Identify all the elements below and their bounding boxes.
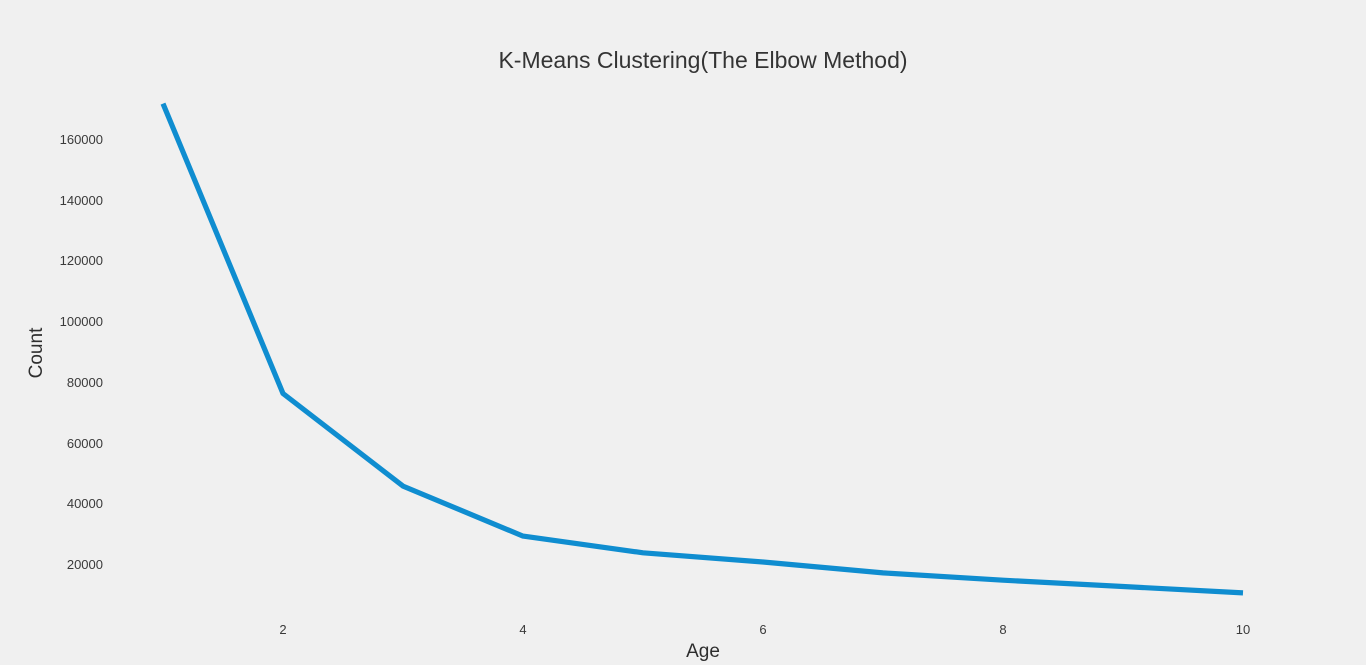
y-tick-label: 20000 bbox=[66, 556, 103, 572]
y-tick-label: 140000 bbox=[59, 192, 103, 208]
y-tick-label: 120000 bbox=[59, 253, 103, 269]
x-tick-label: 10 bbox=[1235, 622, 1251, 637]
y-tick-label: 100000 bbox=[59, 314, 103, 330]
y-tick-label: 160000 bbox=[59, 132, 103, 147]
chart-title: K-Means Clustering(The Elbow Method) bbox=[498, 47, 908, 73]
x-tick-label: 8 bbox=[999, 622, 1007, 637]
x-tick-label: 2 bbox=[279, 622, 287, 637]
elbow-line bbox=[160, 102, 1244, 596]
x-tick-label: 4 bbox=[519, 622, 527, 637]
x-axis-label: Age bbox=[686, 641, 720, 662]
y-tick-label: 80000 bbox=[66, 374, 103, 390]
x-tick-label: 6 bbox=[759, 622, 767, 637]
y-tick-label: 60000 bbox=[66, 435, 103, 451]
y-tick-label: 40000 bbox=[66, 496, 103, 512]
